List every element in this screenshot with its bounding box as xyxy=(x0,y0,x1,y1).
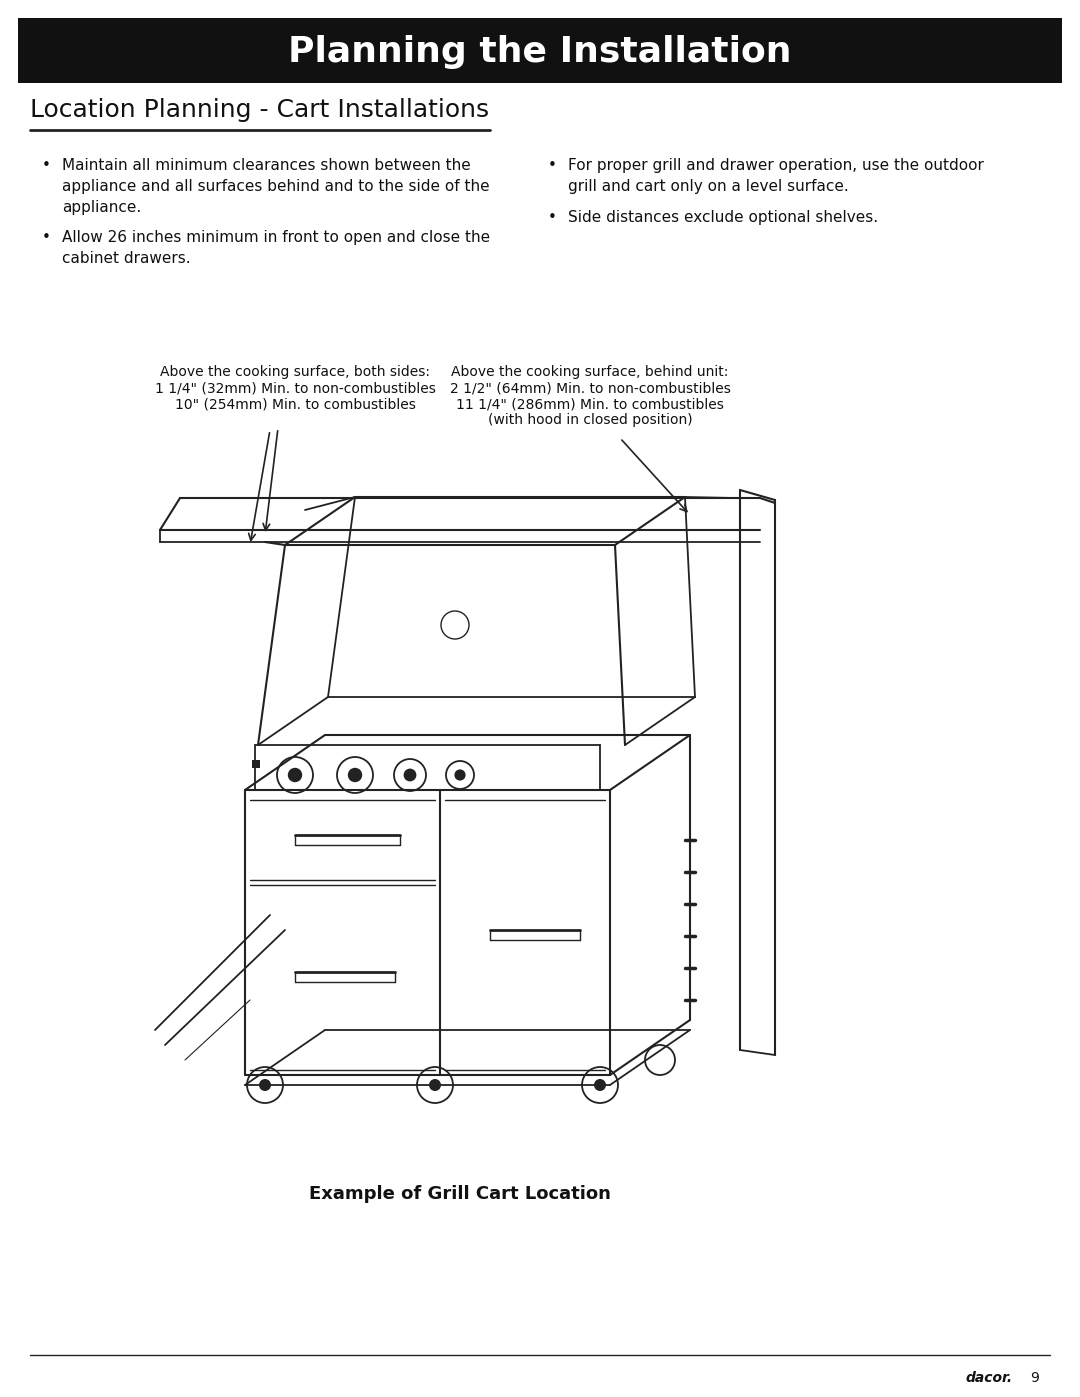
Circle shape xyxy=(594,1078,606,1091)
Text: Above the cooking surface, both sides:: Above the cooking surface, both sides: xyxy=(160,365,430,379)
Text: 11 1/4" (286mm) Min. to combustibles: 11 1/4" (286mm) Min. to combustibles xyxy=(456,397,724,411)
Circle shape xyxy=(287,768,302,782)
Text: (with hood in closed position): (with hood in closed position) xyxy=(488,414,692,427)
Text: 9: 9 xyxy=(1030,1370,1039,1384)
Circle shape xyxy=(429,1078,441,1091)
Text: •: • xyxy=(548,210,557,225)
Text: 1 1/4" (32mm) Min. to non-combustibles: 1 1/4" (32mm) Min. to non-combustibles xyxy=(154,381,435,395)
Circle shape xyxy=(404,768,417,781)
Text: Location Planning - Cart Installations: Location Planning - Cart Installations xyxy=(30,98,489,122)
Text: •: • xyxy=(42,158,51,173)
Text: Maintain all minimum clearances shown between the
appliance and all surfaces beh: Maintain all minimum clearances shown be… xyxy=(62,158,489,215)
Text: Planning the Installation: Planning the Installation xyxy=(288,35,792,68)
Bar xyxy=(252,760,260,768)
Circle shape xyxy=(455,770,465,781)
Text: •: • xyxy=(548,158,557,173)
Text: Allow 26 inches minimum in front to open and close the
cabinet drawers.: Allow 26 inches minimum in front to open… xyxy=(62,231,490,265)
Text: Example of Grill Cart Location: Example of Grill Cart Location xyxy=(309,1185,611,1203)
Text: •: • xyxy=(42,231,51,244)
Text: 10" (254mm) Min. to combustibles: 10" (254mm) Min. to combustibles xyxy=(175,397,416,411)
Text: Side distances exclude optional shelves.: Side distances exclude optional shelves. xyxy=(568,210,878,225)
Text: 2 1/2" (64mm) Min. to non-combustibles: 2 1/2" (64mm) Min. to non-combustibles xyxy=(449,381,730,395)
Bar xyxy=(18,18,1062,82)
Text: Above the cooking surface, behind unit:: Above the cooking surface, behind unit: xyxy=(451,365,729,379)
Text: For proper grill and drawer operation, use the outdoor
grill and cart only on a : For proper grill and drawer operation, u… xyxy=(568,158,984,194)
Circle shape xyxy=(259,1078,271,1091)
Text: dacor.: dacor. xyxy=(966,1370,1012,1384)
Circle shape xyxy=(348,768,362,782)
